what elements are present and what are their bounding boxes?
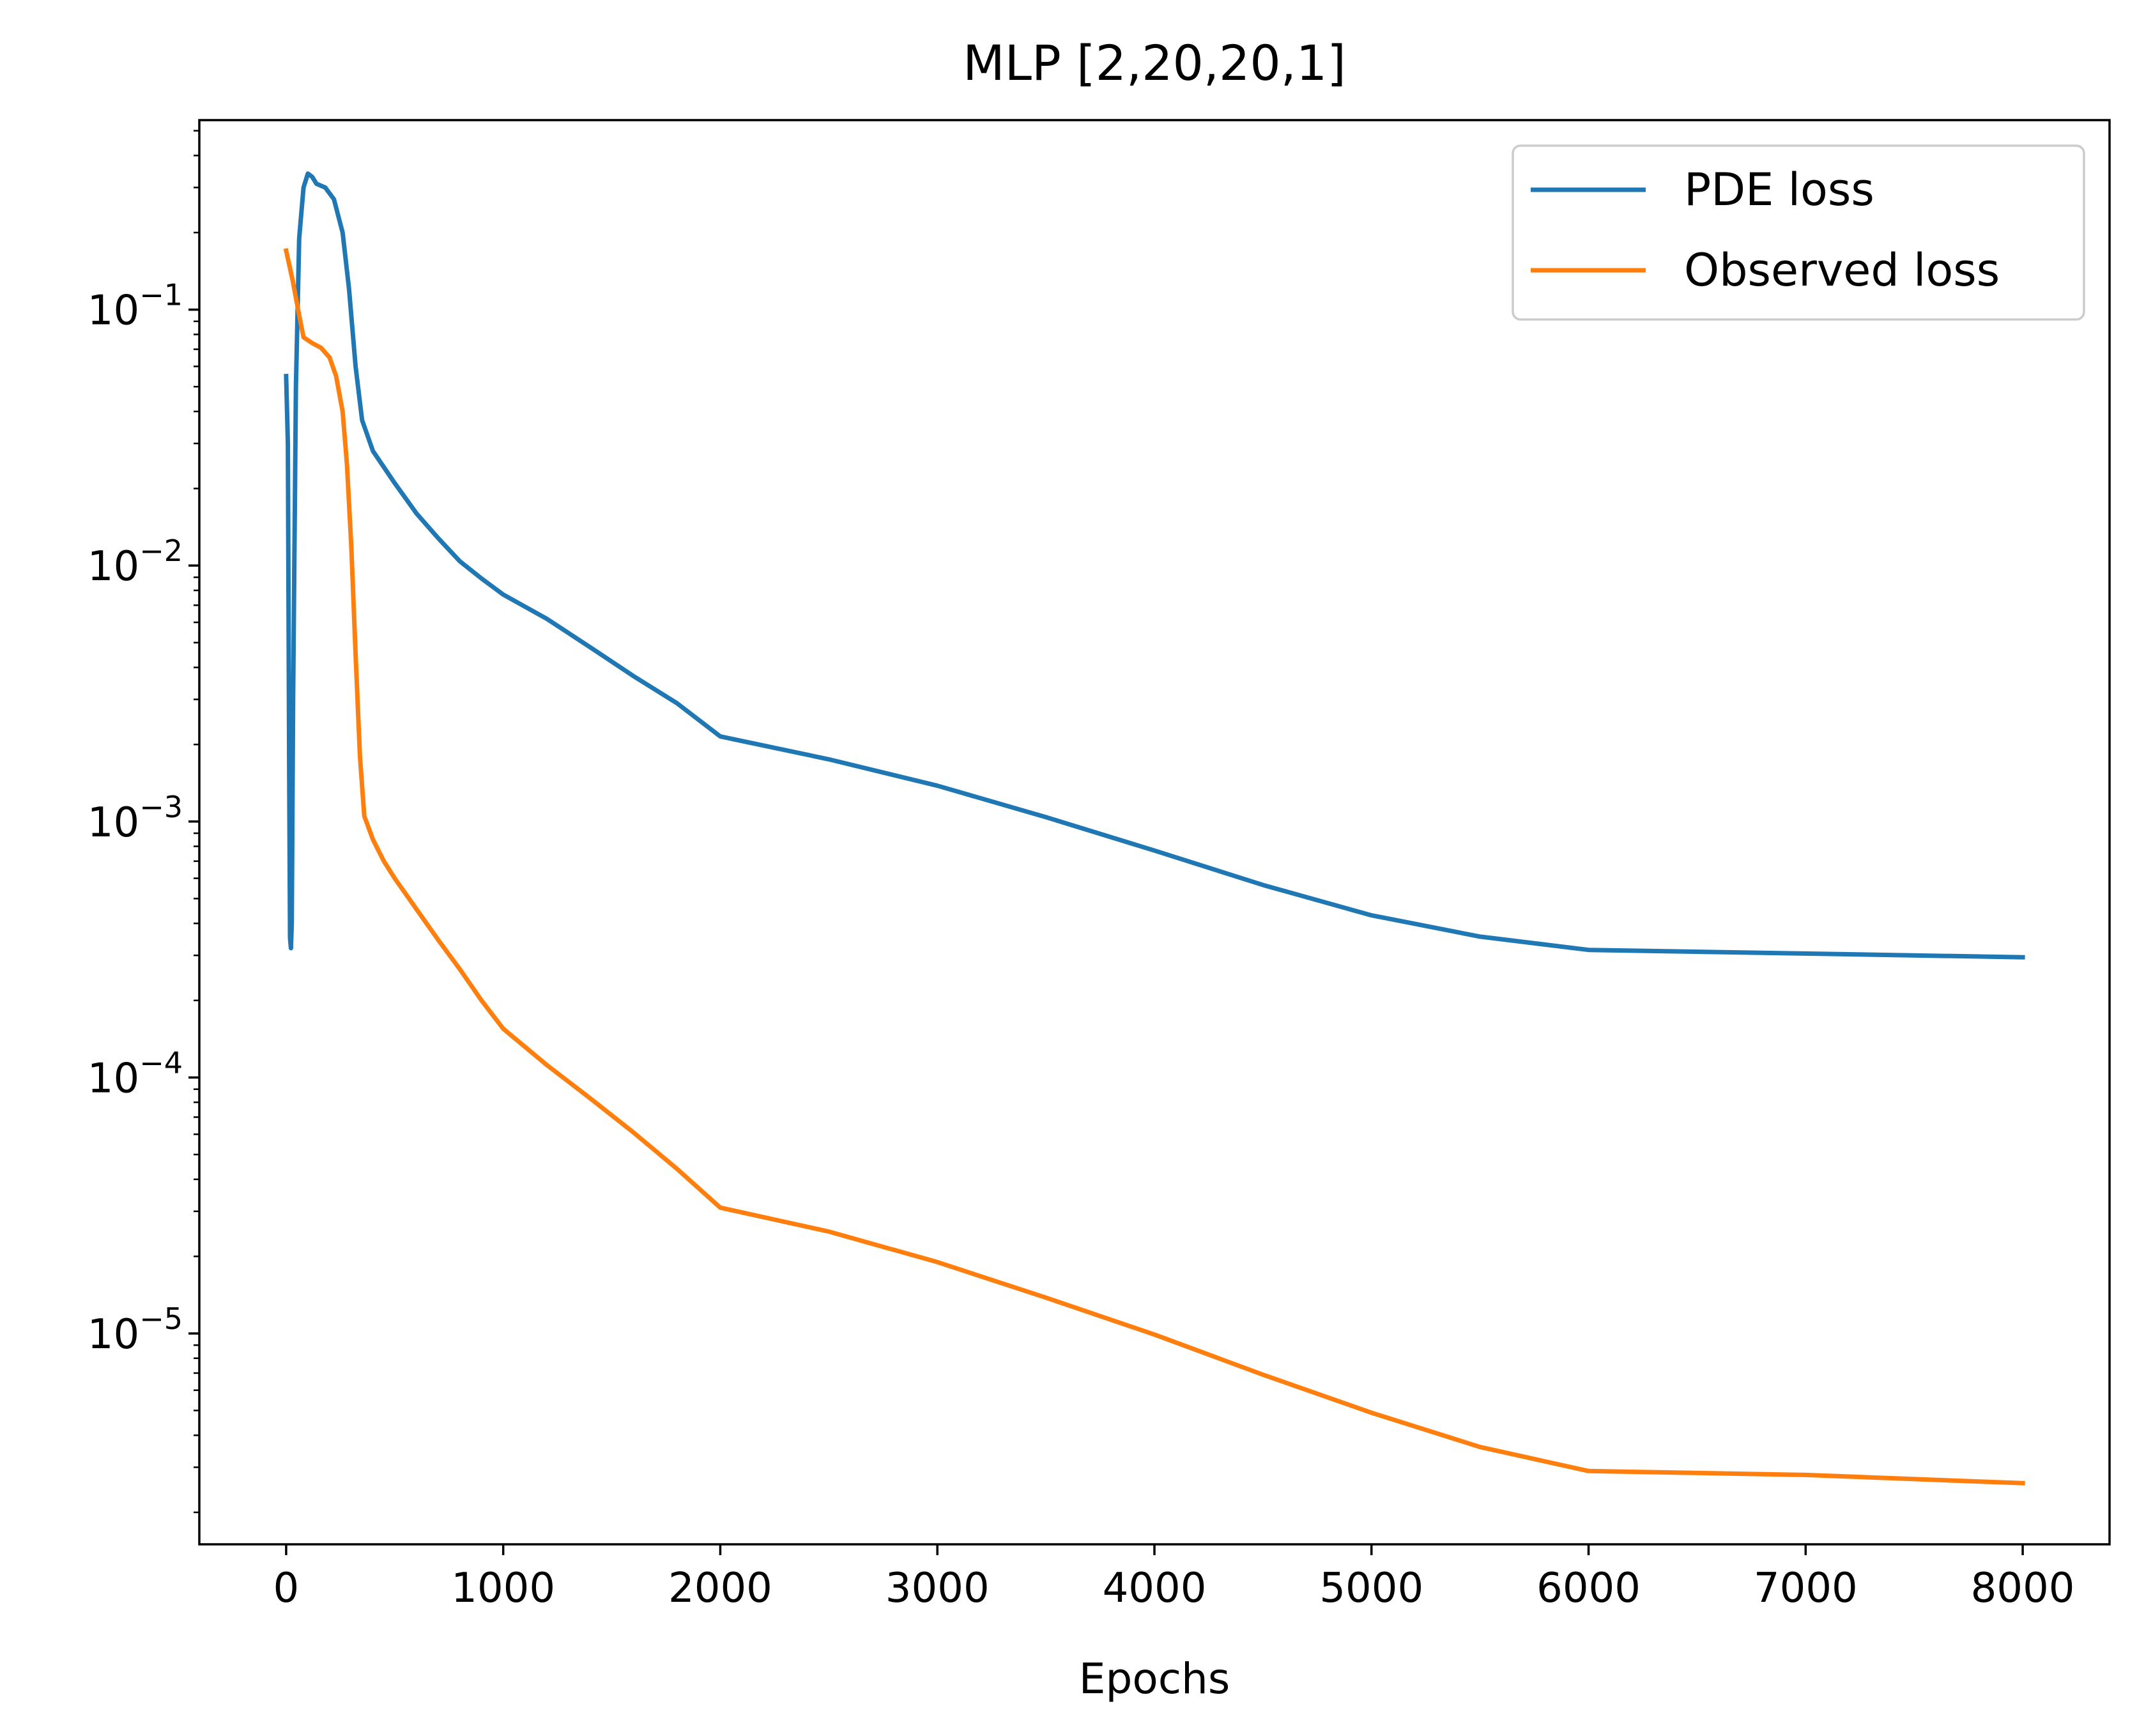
legend-label-pde-loss: PDE loss [1684,164,1874,216]
y-tick-label: 10−1 [88,278,183,335]
x-tick-label: 2000 [668,1565,772,1612]
x-tick-label: 6000 [1536,1565,1641,1612]
y-tick-label: 10−3 [88,790,183,847]
series-line-pde-loss [284,171,2025,960]
x-tick-label: 7000 [1754,1565,1858,1612]
x-tick-label: 5000 [1319,1565,1423,1612]
legend-label-observed-loss: Observed loss [1684,244,2000,296]
x-tick-label: 4000 [1103,1565,1207,1612]
x-tick-label: 0 [273,1565,300,1612]
x-axis-label: Epochs [1079,1654,1230,1703]
legend-box [1512,144,2085,321]
chart-title: MLP [2,20,20,1] [963,35,1346,91]
x-tick-label: 1000 [451,1565,555,1612]
x-tick-label: 3000 [885,1565,990,1612]
y-tick-label: 10−2 [88,534,183,590]
legend: PDE loss Observed loss [1512,144,2085,321]
x-tick-label: 8000 [1971,1565,2075,1612]
y-tick-label: 10−5 [88,1302,183,1358]
series-line-observed-loss [283,248,2025,1486]
y-tick-label: 10−4 [88,1045,183,1102]
